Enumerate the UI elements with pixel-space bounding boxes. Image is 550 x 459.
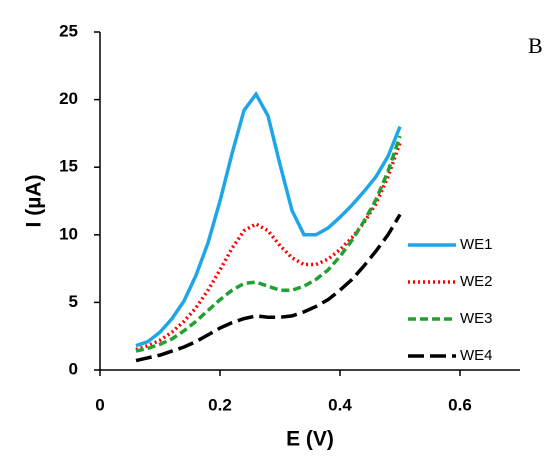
y-tick-label: 20 <box>59 89 78 108</box>
y-tick-label: 15 <box>59 157 78 176</box>
y-tick-label: 5 <box>69 292 78 311</box>
legend-label: WE1 <box>460 236 493 253</box>
line-series <box>135 135 402 353</box>
y-tick-label: 0 <box>69 359 78 378</box>
y-tick-label: 25 <box>59 21 78 40</box>
x-axis-title: E (V) <box>286 428 334 451</box>
legend-label: WE2 <box>460 273 493 290</box>
legend-label: WE3 <box>460 310 493 327</box>
y-axis-title: I (µA) <box>23 175 46 228</box>
panel-label: B <box>528 33 543 58</box>
y-tick-label: 10 <box>59 224 78 243</box>
x-tick-label: 0.4 <box>328 395 352 414</box>
x-tick-label: 0.6 <box>448 395 472 414</box>
x-tick-label: 0.2 <box>208 395 232 414</box>
x-tick-label: 0 <box>95 395 104 414</box>
line-series <box>135 90 402 348</box>
legend-label: WE4 <box>460 347 493 364</box>
line-series <box>135 213 402 363</box>
